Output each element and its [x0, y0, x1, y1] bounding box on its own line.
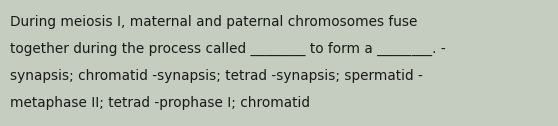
- Text: During meiosis I, maternal and paternal chromosomes fuse: During meiosis I, maternal and paternal …: [10, 15, 417, 29]
- Text: synapsis; chromatid -synapsis; tetrad -synapsis; spermatid -: synapsis; chromatid -synapsis; tetrad -s…: [10, 69, 423, 83]
- Text: metaphase II; tetrad -prophase I; chromatid: metaphase II; tetrad -prophase I; chroma…: [10, 96, 310, 110]
- Text: together during the process called ________ to form a ________. -: together during the process called _____…: [10, 42, 446, 56]
